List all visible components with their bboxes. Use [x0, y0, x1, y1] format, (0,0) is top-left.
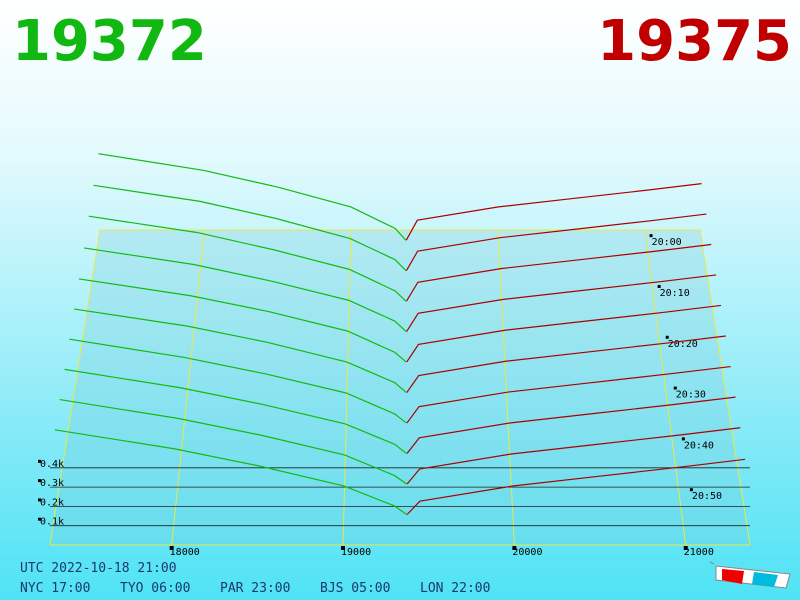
ask-depth-line — [406, 458, 746, 515]
tick-mark — [38, 459, 41, 463]
tick-mark — [38, 498, 41, 502]
ask-depth-line — [406, 427, 741, 485]
ask-price: 19375 — [597, 9, 792, 74]
city-time: PAR 23:00 — [220, 581, 290, 596]
frame-edge — [49, 229, 101, 546]
tick-mark — [689, 488, 693, 492]
frame-edge — [699, 229, 751, 546]
z-tick-label: 0.3k — [40, 478, 64, 489]
plot: 18000 19000 20000 21000 0.1k 0.2k 0.3k 0.4k 20:0… — [38, 153, 751, 558]
time-tick-label: 20:20 — [668, 339, 698, 350]
tick-mark — [512, 546, 517, 550]
time-tick-label: 20:30 — [676, 390, 706, 401]
ask-depth-line — [405, 183, 702, 241]
time-tick-label: 20:00 — [652, 237, 682, 248]
bid-depth-line — [98, 153, 407, 241]
x-tick-label: 20000 — [512, 547, 542, 558]
grid-line — [497, 229, 515, 546]
ask-depth-line — [406, 304, 722, 363]
bid-depth-line — [59, 398, 407, 485]
tick-mark — [38, 517, 41, 521]
ask-depth-line — [405, 213, 707, 271]
x-tick-label: 18000 — [170, 547, 200, 558]
utc-time: UTC 2022-10-18 21:00 — [20, 561, 177, 576]
bid-depth-line — [54, 429, 408, 516]
ask-depth-line — [406, 365, 731, 424]
z-tick-label: 0.1k — [40, 517, 64, 528]
bid-depth-line — [64, 368, 407, 455]
bid-price: 19372 — [12, 9, 207, 74]
ask-depth-line — [405, 243, 712, 302]
tick-mark — [649, 234, 653, 238]
tick-mark — [683, 546, 688, 550]
ask-depth-line — [406, 274, 717, 332]
x-tick-label: 21000 — [684, 547, 714, 558]
glasses-icon[interactable] — [709, 561, 791, 589]
ask-depth-line — [406, 396, 736, 454]
bid-depth-line — [93, 184, 407, 272]
x-tick-label: 19000 — [341, 547, 371, 558]
tick-mark — [169, 546, 174, 550]
bid-depth-line — [69, 338, 407, 424]
bid-depth-line — [78, 278, 407, 363]
bid-depth-line — [83, 247, 407, 333]
city-time: NYC 17:00 — [20, 581, 90, 596]
time-tick-label: 20:10 — [660, 288, 690, 299]
grid-line — [171, 229, 205, 546]
bid-depth-line — [74, 308, 407, 394]
tick-mark — [38, 479, 41, 483]
z-tick-label: 0.2k — [40, 497, 64, 508]
city-times: NYC 17:00 TYO 06:00 PAR 23:00 BJS 05:00 LON … — [20, 581, 490, 596]
tick-mark — [673, 386, 677, 390]
tick-mark — [665, 335, 669, 339]
time-tick-label: 20:50 — [692, 491, 722, 502]
bid-depth-line — [88, 215, 407, 302]
time-tick-label: 20:40 — [684, 440, 714, 451]
city-time: LON 22:00 — [420, 581, 490, 596]
tick-mark — [681, 437, 685, 441]
tick-mark — [341, 546, 346, 550]
city-time: TYO 06:00 — [120, 581, 190, 596]
z-tick-label: 0.4k — [40, 459, 64, 470]
ask-depth-line — [406, 335, 726, 393]
grid-line — [342, 229, 352, 546]
tick-mark — [657, 284, 661, 288]
city-time: BJS 05:00 — [320, 581, 390, 596]
